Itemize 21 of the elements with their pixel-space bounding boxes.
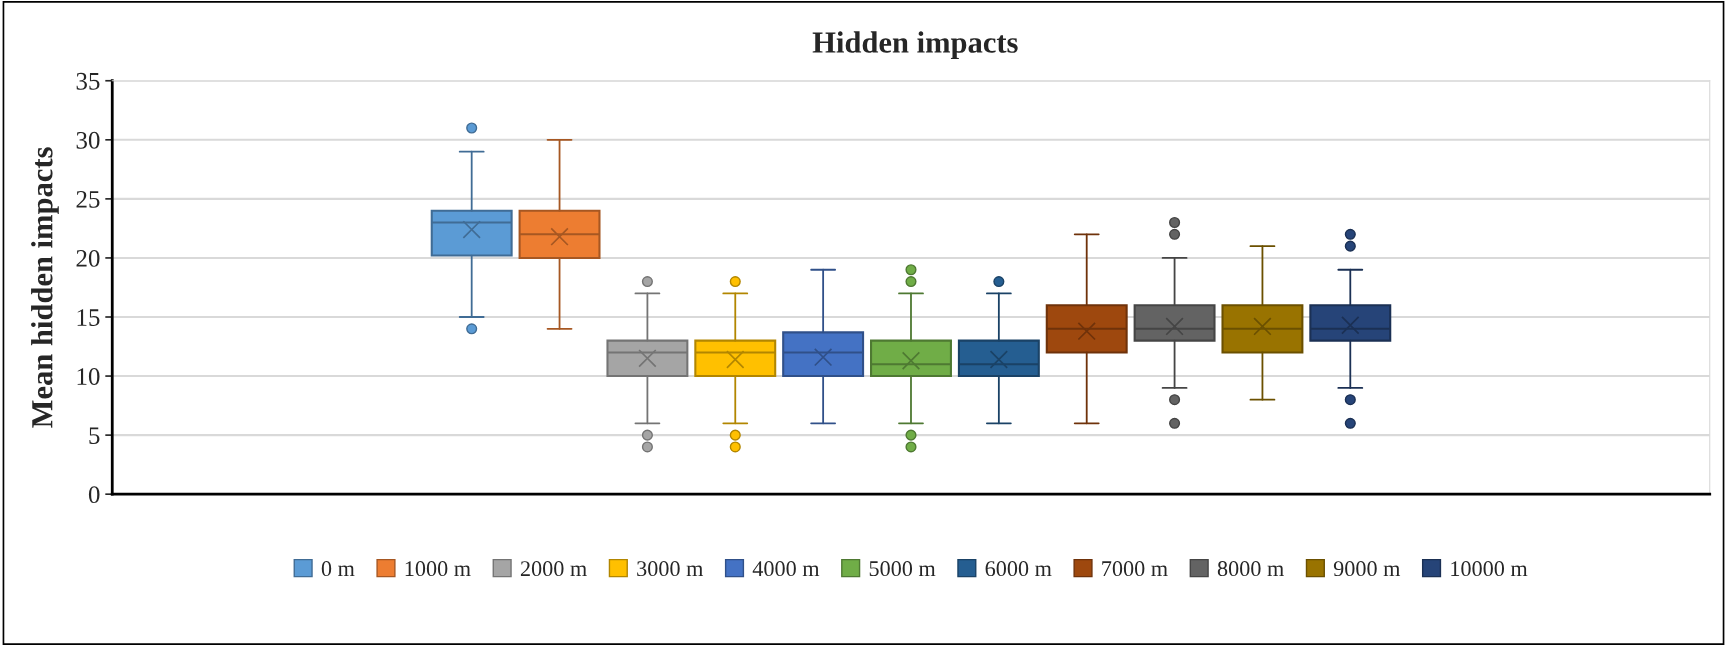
legend-label: 8000 m [1217, 561, 1284, 577]
legend-label: 2000 m [520, 561, 587, 577]
legend-label: 0 m [321, 561, 355, 577]
legend-label: 10000 m [1451, 561, 1528, 577]
chart-title: Hidden impacts [812, 31, 1018, 60]
legend-label: 6000 m [985, 561, 1052, 577]
legend-label: 9000 m [1333, 561, 1401, 577]
y-tick-label: 25 [76, 190, 100, 208]
y-tick-label: 5 [89, 427, 100, 445]
legend-label: 3000 m [637, 561, 704, 577]
y-tick-label: 30 [76, 131, 100, 149]
legend-label: 5000 m [869, 561, 936, 577]
y-tick-label: 35 [76, 72, 100, 90]
legend-label: 4000 m [752, 561, 820, 577]
y-tick-label: 15 [77, 309, 100, 326]
y-axis-title: Mean hidden impacts [31, 147, 59, 428]
y-tick-label: 20 [76, 249, 100, 267]
legend-label: 7000 m [1102, 561, 1168, 577]
y-tick-label: 0 [88, 486, 100, 504]
y-tick-label: 10 [77, 368, 100, 385]
legend-label: 1000 m [405, 561, 471, 577]
